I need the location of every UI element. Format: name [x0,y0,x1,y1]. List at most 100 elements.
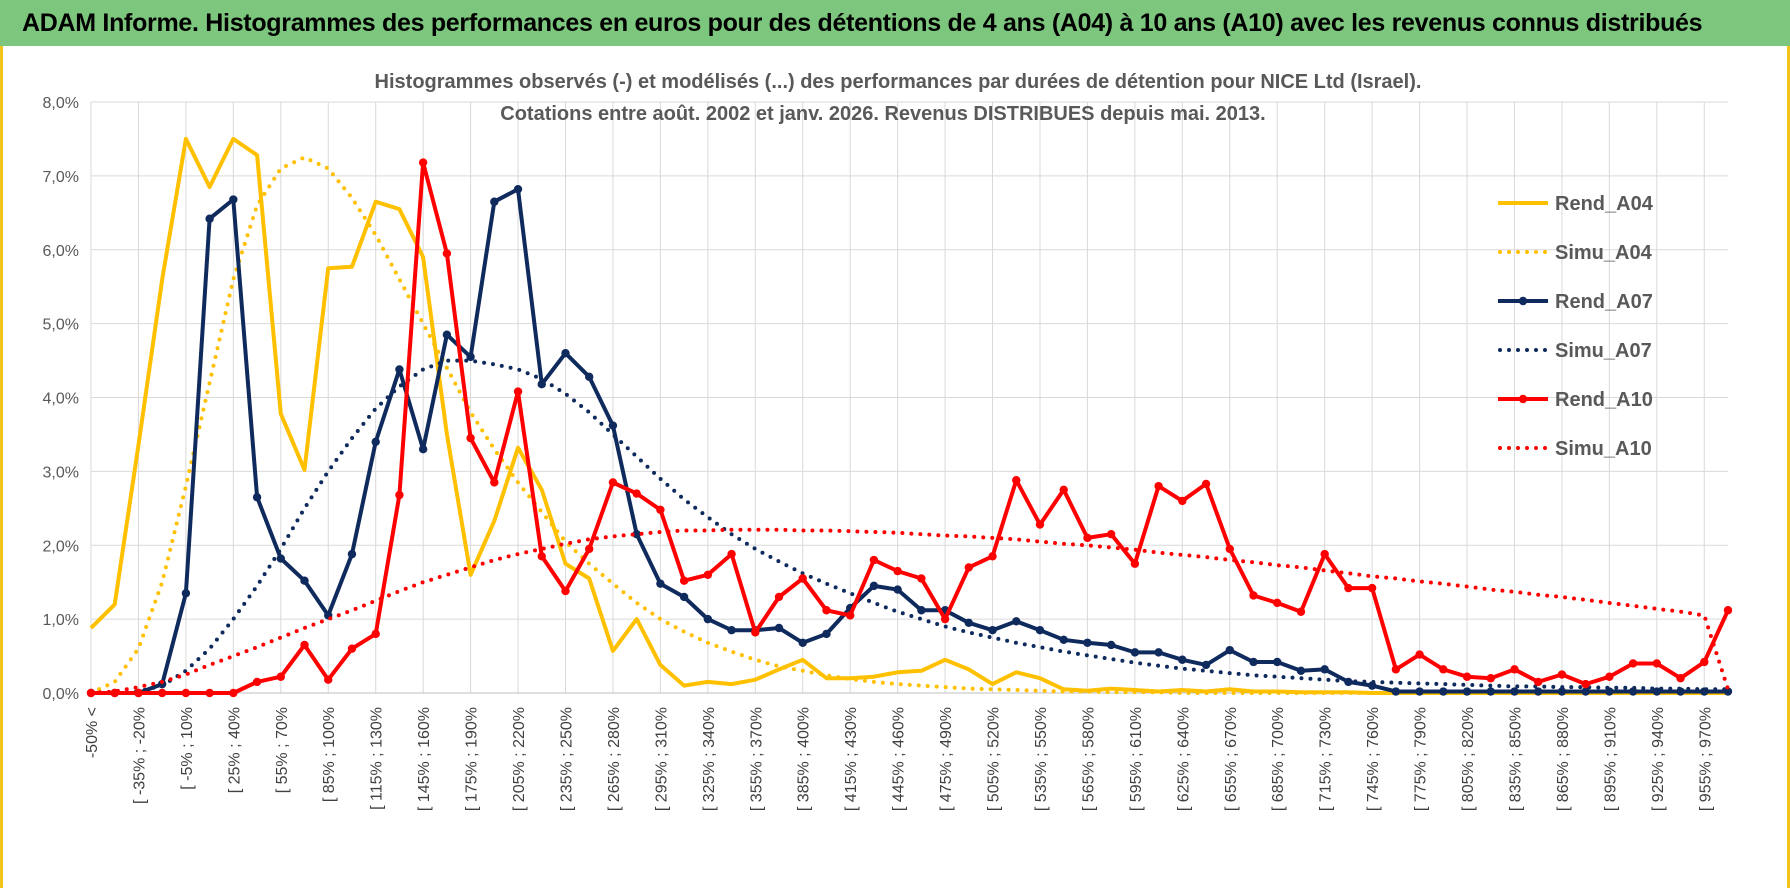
legend-label-simu-a04: Simu_A04 [1555,242,1653,264]
point-rend-a10 [205,688,214,698]
point-rend-a10 [869,555,879,565]
point-rend-a10 [988,552,997,561]
chart-frame: 0,0% 1,0% 2,0% 3,0% 4,0% 5,0% 6,0% 7,0% 8,0% -50… [0,46,1790,888]
x-tick-label: [ 175% ; 190% [464,707,481,811]
point-rend-a10 [1273,598,1282,608]
point-rend-a10 [1344,583,1353,593]
point-rend-a07 [703,614,713,624]
point-rend-a10 [347,644,357,653]
point-rend-a10 [1296,607,1306,616]
point-rend-a10 [1130,559,1140,568]
point-rend-a07 [561,348,570,358]
legend-label-rend-a07: Rend_A07 [1555,291,1653,313]
point-rend-a07 [727,626,736,635]
x-tick-label: [ 325% ; 340% [701,707,718,811]
legend-label-simu-a10: Simu_A10 [1555,438,1652,460]
x-tick-label: [ 955% ; 970% [1697,707,1714,811]
point-rend-a07 [585,372,594,382]
point-rend-a07 [1201,660,1211,670]
point-rend-a10 [940,614,950,624]
point-rend-a10 [324,675,333,684]
x-tick-label: [ 445% ; 460% [891,707,908,811]
x-tick-label: [ 355% ; 370% [748,707,765,811]
point-rend-a10 [1059,485,1068,495]
point-rend-a10 [1462,672,1472,681]
point-rend-a07 [774,623,784,633]
x-tick-label: [ 775% ; 790% [1413,707,1430,811]
point-rend-a10 [1178,496,1187,506]
point-rend-a10 [229,688,238,698]
x-tick-label: [ 835% ; 850% [1507,707,1524,811]
point-rend-a07 [1012,617,1021,626]
point-rend-a07 [1249,657,1258,667]
grid [90,101,1728,694]
chart-title: Histogrammes observés (-) et modélisés (… [375,71,1422,93]
point-rend-a07 [632,529,641,539]
point-rend-a07 [466,352,475,362]
legend-label-rend-a04: Rend_A04 [1555,193,1654,215]
x-tick-label: [ 85% ; 100% [321,707,338,802]
point-rend-a10 [371,629,380,639]
x-axis: -50% < [ -35% ; -20% [ -5% ; 10% [ 25% ; 40… [84,707,1714,811]
series-line-simu-a10 [89,527,1730,695]
point-rend-a07 [205,214,214,223]
point-rend-a10 [774,592,784,602]
legend-label-simu-a07: Simu_A07 [1555,340,1652,362]
series-line-rend-a10 [91,160,1730,695]
point-rend-a07 [371,437,380,447]
point-rend-a07 [513,184,523,194]
point-rend-a07 [1225,645,1234,655]
x-tick-label: [ -5% ; 10% [179,707,196,790]
point-rend-a10 [1201,479,1211,489]
point-rend-a10 [134,688,143,698]
point-rend-a07 [276,554,285,563]
x-tick-label: [ 685% ; 700% [1270,707,1287,811]
y-tick-label: 7,0% [43,169,79,186]
x-tick-label: [ 25% ; 40% [226,707,243,793]
point-rend-a10 [1225,544,1234,554]
point-rend-a07 [442,330,452,339]
point-rend-a07 [988,626,997,635]
x-tick-label: [ 865% ; 880% [1555,707,1572,811]
point-rend-a10 [537,552,546,561]
page-title: ADAM Informe. Histogrammes des performan… [0,0,1790,46]
point-rend-a07 [1320,665,1329,674]
point-rend-a10 [157,688,167,698]
point-rend-a07 [1178,655,1187,664]
point-rend-a10 [1391,665,1401,674]
point-rend-a10 [1652,659,1662,668]
point-rend-a10 [1012,476,1021,485]
point-rend-a07 [1581,687,1590,696]
point-rend-a07 [1510,687,1519,696]
point-rend-a10 [917,574,926,583]
x-tick-label: [ 925% ; 940% [1650,707,1667,811]
point-rend-a07 [347,549,357,559]
point-rend-a07 [181,589,191,598]
point-rend-a07 [1154,648,1163,657]
x-tick-label: [ 745% ; 760% [1365,707,1382,811]
point-rend-a10 [1723,606,1733,615]
x-tick-label: [ 295% ; 310% [653,707,670,811]
chart: 0,0% 1,0% 2,0% 3,0% 4,0% 5,0% 6,0% 7,0% 8,0% -50… [43,71,1733,811]
point-rend-a10 [1557,670,1567,679]
point-rend-a07 [490,197,499,206]
point-rend-a07 [252,493,262,502]
point-rend-a07 [822,629,831,639]
x-tick-label: [ 265% ; 280% [606,707,623,811]
point-rend-a10 [1154,481,1163,491]
series-line-simu-a04 [89,155,1730,695]
point-rend-a07 [229,195,238,204]
x-tick-label: [ 595% ; 610% [1128,707,1145,811]
point-rend-a07 [1557,687,1567,696]
x-tick-label: [ 535% ; 550% [1033,707,1050,811]
point-rend-a10 [418,158,428,167]
point-rend-a10 [1605,672,1614,681]
x-tick-label: [ 475% ; 490% [938,707,955,811]
point-rend-a07 [656,579,665,588]
point-rend-a07 [1083,638,1092,647]
point-rend-a07 [395,365,404,374]
point-rend-a10 [893,566,902,576]
point-rend-a07 [1106,640,1116,650]
point-rend-a10 [300,640,309,650]
point-rend-a10 [1367,583,1377,593]
